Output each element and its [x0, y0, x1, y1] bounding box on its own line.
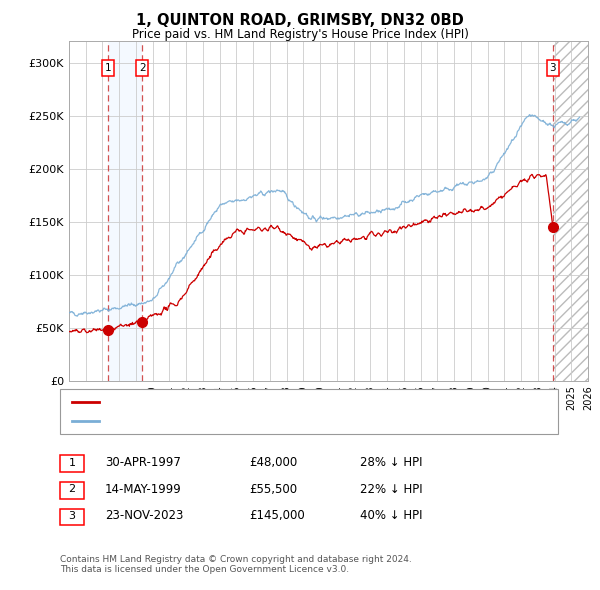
Text: 1: 1	[68, 458, 76, 467]
Bar	[553, 41, 588, 381]
Text: £145,000: £145,000	[249, 509, 305, 522]
Text: £55,500: £55,500	[249, 483, 297, 496]
Text: HPI: Average price, detached house, North East Lincolnshire: HPI: Average price, detached house, Nort…	[103, 417, 432, 426]
Text: £48,000: £48,000	[249, 456, 297, 469]
Text: 1: 1	[104, 63, 112, 73]
Bar	[108, 41, 142, 381]
Text: 1, QUINTON ROAD, GRIMSBY, DN32 0BD: 1, QUINTON ROAD, GRIMSBY, DN32 0BD	[136, 13, 464, 28]
Text: 14-MAY-1999: 14-MAY-1999	[105, 483, 182, 496]
Text: Contains HM Land Registry data © Crown copyright and database right 2024.
This d: Contains HM Land Registry data © Crown c…	[60, 555, 412, 574]
Text: 40% ↓ HPI: 40% ↓ HPI	[360, 509, 422, 522]
Text: 22% ↓ HPI: 22% ↓ HPI	[360, 483, 422, 496]
Text: 3: 3	[550, 63, 556, 73]
Text: 1, QUINTON ROAD, GRIMSBY, DN32 0BD (detached house): 1, QUINTON ROAD, GRIMSBY, DN32 0BD (deta…	[103, 397, 424, 407]
Text: Price paid vs. HM Land Registry's House Price Index (HPI): Price paid vs. HM Land Registry's House …	[131, 28, 469, 41]
Text: 3: 3	[68, 511, 76, 520]
Text: 2: 2	[139, 63, 145, 73]
Text: 30-APR-1997: 30-APR-1997	[105, 456, 181, 469]
Text: 28% ↓ HPI: 28% ↓ HPI	[360, 456, 422, 469]
Text: 23-NOV-2023: 23-NOV-2023	[105, 509, 184, 522]
Text: 2: 2	[68, 484, 76, 494]
